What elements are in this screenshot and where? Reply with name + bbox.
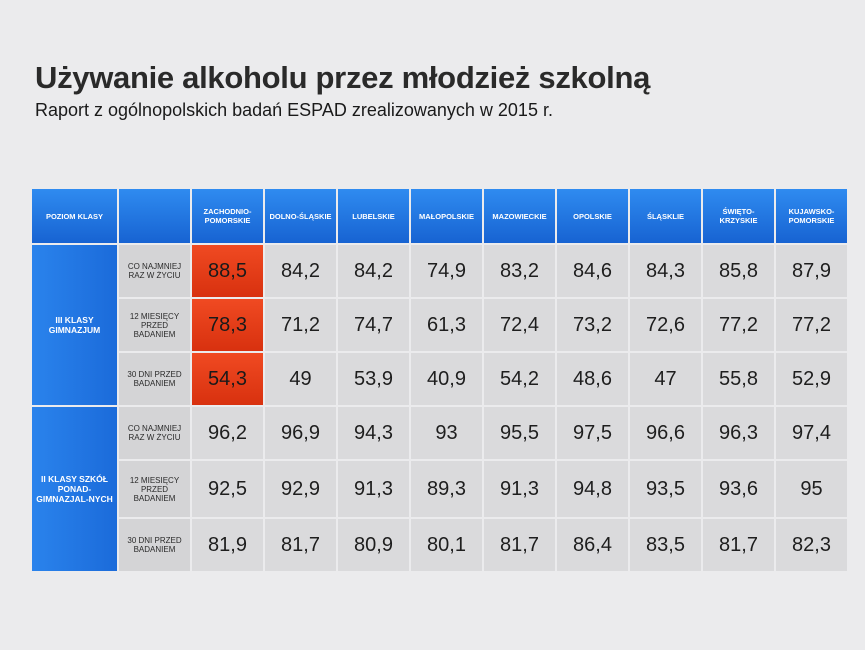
row-label: CO NAJMNIEJ RAZ W ŻYCIU <box>119 245 190 297</box>
table-cell: 53,9 <box>338 353 409 405</box>
group-label: III KLASY GIMNAZJUM <box>32 245 117 405</box>
row-label: 30 DNI PRZED BADANIEM <box>119 353 190 405</box>
table-cell: 85,8 <box>703 245 774 297</box>
table-cell: 93 <box>411 407 482 459</box>
table-cell: 95 <box>776 461 847 517</box>
table-cell: 73,2 <box>557 299 628 351</box>
table-cell: 94,8 <box>557 461 628 517</box>
table-cell: 82,3 <box>776 519 847 571</box>
table-cell: 93,6 <box>703 461 774 517</box>
table-cell: 80,9 <box>338 519 409 571</box>
table-cell-highlighted: 54,3 <box>192 353 263 405</box>
column-header: KUJAWSKO-POMORSKIE <box>776 189 847 243</box>
table-cell: 92,9 <box>265 461 336 517</box>
column-header: ZACHODNIO-POMORSKIE <box>192 189 263 243</box>
table-cell: 81,9 <box>192 519 263 571</box>
column-header: DOLNO-ŚLĄSKIE <box>265 189 336 243</box>
table-cell: 97,5 <box>557 407 628 459</box>
table-cell: 74,7 <box>338 299 409 351</box>
table-cell: 96,2 <box>192 407 263 459</box>
table-cell: 83,5 <box>630 519 701 571</box>
table-cell: 81,7 <box>703 519 774 571</box>
table-cell: 61,3 <box>411 299 482 351</box>
column-header: ŚWIĘTO-KRZYSKIE <box>703 189 774 243</box>
table-cell: 77,2 <box>776 299 847 351</box>
row-label: 30 DNI PRZED BADANIEM <box>119 519 190 571</box>
table-cell: 81,7 <box>484 519 555 571</box>
table-cell: 93,5 <box>630 461 701 517</box>
table-cell: 87,9 <box>776 245 847 297</box>
group-label: II KLASY SZKÓŁ PONAD-GIMNAZJAL-NYCH <box>32 407 117 571</box>
table-cell: 48,6 <box>557 353 628 405</box>
table-cell: 72,4 <box>484 299 555 351</box>
table-cell: 72,6 <box>630 299 701 351</box>
table-cell: 84,6 <box>557 245 628 297</box>
table-cell: 94,3 <box>338 407 409 459</box>
column-header: OPOLSKIE <box>557 189 628 243</box>
table-cell: 84,3 <box>630 245 701 297</box>
table-cell: 96,3 <box>703 407 774 459</box>
table-cell: 86,4 <box>557 519 628 571</box>
table-cell: 95,5 <box>484 407 555 459</box>
table-header-empty <box>119 189 190 243</box>
table-cell: 54,2 <box>484 353 555 405</box>
table-cell: 52,9 <box>776 353 847 405</box>
table-cell: 71,2 <box>265 299 336 351</box>
table-cell-highlighted: 88,5 <box>192 245 263 297</box>
table-cell: 74,9 <box>411 245 482 297</box>
table-cell: 55,8 <box>703 353 774 405</box>
row-label: 12 MIESIĘCY PRZED BADANIEM <box>119 461 190 517</box>
table-cell: 91,3 <box>338 461 409 517</box>
table-cell: 47 <box>630 353 701 405</box>
table-cell: 89,3 <box>411 461 482 517</box>
data-table: POZIOM KLASY ZACHODNIO-POMORSKIE DOLNO-Ś… <box>32 189 847 571</box>
column-header: LUBELSKIE <box>338 189 409 243</box>
table-cell: 97,4 <box>776 407 847 459</box>
column-header: MAŁOPOLSKIE <box>411 189 482 243</box>
table-cell: 40,9 <box>411 353 482 405</box>
row-label: 12 MIESIĘCY PRZED BADANIEM <box>119 299 190 351</box>
table-cell: 84,2 <box>338 245 409 297</box>
column-header: ŚLĄSKLIE <box>630 189 701 243</box>
table-cell: 77,2 <box>703 299 774 351</box>
table-cell-highlighted: 78,3 <box>192 299 263 351</box>
table-cell: 81,7 <box>265 519 336 571</box>
page-title: Używanie alkoholu przez młodzież szkolną <box>35 60 651 95</box>
table-header-level: POZIOM KLASY <box>32 189 117 243</box>
table-cell: 83,2 <box>484 245 555 297</box>
row-label: CO NAJMNIEJ RAZ W ŻYCIU <box>119 407 190 459</box>
table-cell: 80,1 <box>411 519 482 571</box>
column-header: MAZOWIECKIE <box>484 189 555 243</box>
table-cell: 92,5 <box>192 461 263 517</box>
table-cell: 96,9 <box>265 407 336 459</box>
page-subtitle: Raport z ogólnopolskich badań ESPAD zrea… <box>35 100 553 120</box>
table-cell: 91,3 <box>484 461 555 517</box>
table-cell: 49 <box>265 353 336 405</box>
table-cell: 96,6 <box>630 407 701 459</box>
table-cell: 84,2 <box>265 245 336 297</box>
